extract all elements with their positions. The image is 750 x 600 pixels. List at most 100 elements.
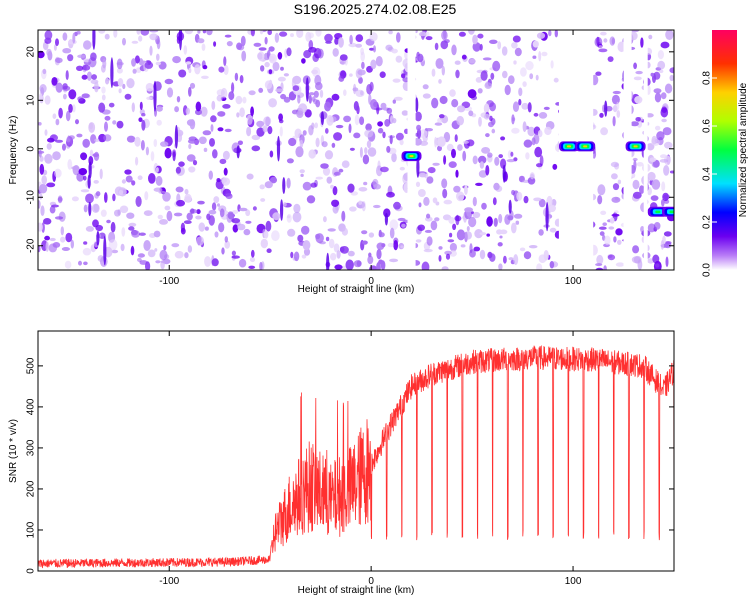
heatmap-cell <box>403 174 409 181</box>
heatmap-cell <box>498 263 503 270</box>
heatmap-cell <box>323 216 327 223</box>
heatmap-cell <box>661 199 665 207</box>
heatmap-streak <box>326 252 330 270</box>
heatmap-cell <box>293 203 301 214</box>
heatmap-y-tick-label: 20 <box>26 46 37 58</box>
heatmap-cell <box>76 65 84 72</box>
heatmap-cell <box>39 155 44 162</box>
heatmap-cell <box>332 48 339 57</box>
heatmap-cell <box>455 69 460 79</box>
heatmap-cell <box>514 47 522 57</box>
heatmap-cell <box>124 169 132 175</box>
heatmap-cell <box>155 167 159 173</box>
heatmap-cell <box>343 89 347 96</box>
heatmap-cell <box>326 115 334 126</box>
heatmap-cell <box>265 220 272 232</box>
heatmap-cell <box>93 180 99 184</box>
heatmap-cell <box>235 95 243 105</box>
heatmap-cell <box>268 53 277 64</box>
heatmap-cell <box>196 209 201 215</box>
heatmap-cell <box>99 168 103 180</box>
heatmap-cell <box>468 110 474 117</box>
heatmap-cell <box>218 222 225 233</box>
heatmap-cell <box>426 176 434 184</box>
heatmap-cell <box>263 230 269 239</box>
heatmap-cell <box>110 221 116 233</box>
heatmap-cell <box>552 163 558 170</box>
heatmap-cell <box>662 127 672 136</box>
heatmap-cell <box>372 178 379 188</box>
colorbar-tick-label: 0.6 <box>702 119 713 133</box>
heatmap-cell <box>94 138 100 142</box>
heatmap-cell <box>55 82 63 93</box>
heatmap-cell <box>119 205 129 214</box>
heatmap-cell <box>259 184 265 190</box>
heatmap-streak <box>110 57 114 89</box>
heatmap-cell <box>472 196 477 207</box>
heatmap-cell <box>269 150 274 158</box>
heatmap-streak <box>545 202 549 232</box>
heatmap-cell <box>437 145 442 152</box>
hotspot-ring <box>655 210 661 214</box>
heatmap-cell <box>92 153 99 158</box>
heatmap-cell <box>154 248 158 252</box>
heatmap-cell <box>386 191 395 198</box>
heatmap-cell <box>489 115 493 122</box>
heatmap-cell <box>383 208 391 218</box>
heatmap-cell <box>348 123 352 134</box>
heatmap-cell <box>399 139 404 146</box>
heatmap-cell <box>400 245 405 249</box>
heatmap-cell <box>53 44 57 51</box>
heatmap-cell <box>653 88 662 94</box>
heatmap-cell <box>223 64 229 76</box>
heatmap-cell <box>102 58 107 69</box>
heatmap-cell <box>485 133 490 138</box>
heatmap-cell <box>345 259 354 270</box>
heatmap-cell <box>49 134 59 142</box>
heatmap-cell <box>360 90 364 96</box>
heatmap-cell <box>90 52 97 61</box>
heatmap-cell <box>469 243 473 254</box>
heatmap-cell <box>71 196 79 202</box>
heatmap-cell <box>206 213 211 221</box>
heatmap-cell <box>523 251 532 260</box>
heatmap-cell <box>46 182 56 188</box>
heatmap-cell <box>334 264 343 270</box>
heatmap-cell <box>500 136 506 141</box>
heatmap-cell <box>138 117 143 122</box>
heatmap-streak <box>282 177 286 194</box>
heatmap-cell <box>523 139 533 148</box>
heatmap-streak <box>96 230 100 246</box>
heatmap-cell <box>373 204 381 209</box>
heatmap-cell <box>83 261 88 266</box>
heatmap-cell <box>38 222 43 232</box>
heatmap-cell <box>204 226 209 231</box>
heatmap-cell <box>338 168 344 173</box>
heatmap-cell <box>39 163 45 175</box>
heatmap-cell <box>525 61 534 71</box>
heatmap-cell <box>366 84 373 95</box>
heatmap-cell <box>441 30 448 41</box>
heatmap-streak <box>236 145 240 159</box>
heatmap-cell <box>615 262 625 267</box>
heatmap-cell <box>308 32 314 39</box>
heatmap-cell <box>315 176 323 180</box>
heatmap-cell <box>246 114 253 126</box>
heatmap-cell <box>353 260 362 268</box>
heatmap-cell <box>128 226 135 231</box>
heatmap-cell <box>237 44 245 51</box>
heatmap-cell <box>533 197 542 202</box>
heatmap-cell <box>358 187 368 192</box>
heatmap-cell <box>270 176 277 184</box>
heatmap-cell <box>83 175 87 181</box>
heatmap-cell <box>353 132 361 139</box>
heatmap-cell <box>257 52 263 60</box>
heatmap-cell <box>340 246 349 254</box>
heatmap-cell <box>528 245 538 249</box>
heatmap-cell <box>511 42 518 49</box>
heatmap-cell <box>401 110 409 116</box>
heatmap-cell <box>334 37 339 45</box>
heatmap-cell <box>98 102 106 113</box>
heatmap-cell <box>611 196 621 203</box>
heatmap-cell <box>210 115 217 123</box>
